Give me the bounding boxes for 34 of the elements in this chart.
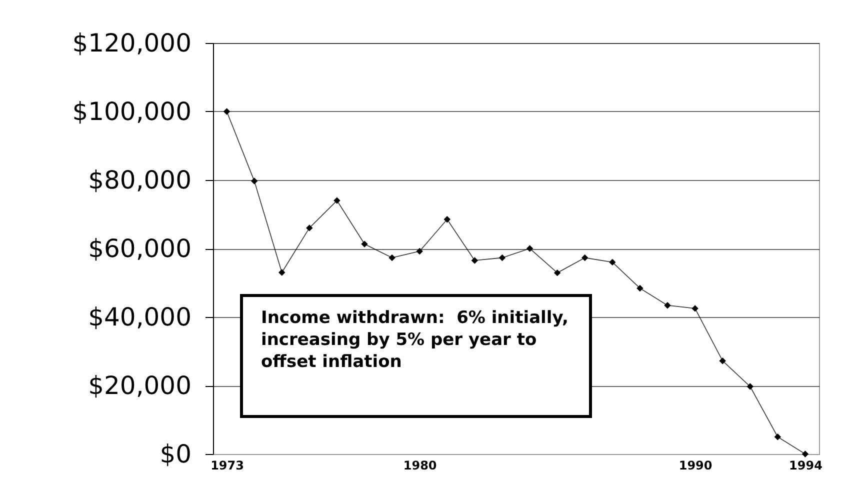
point — [416, 248, 423, 255]
point — [664, 302, 671, 309]
y-tick-label: $40,000 — [88, 302, 192, 332]
point — [306, 224, 313, 232]
y-tick-label: $100,000 — [72, 97, 192, 126]
point — [526, 245, 534, 252]
y-tick-label: $0 — [160, 440, 192, 468]
point — [223, 108, 230, 115]
point — [471, 257, 478, 264]
y-tick-label: $60,000 — [88, 234, 192, 263]
point — [802, 450, 809, 458]
y-tick-label: $120,000 — [72, 28, 192, 58]
point — [609, 258, 616, 266]
point — [719, 357, 726, 364]
point — [774, 434, 782, 440]
point — [250, 178, 258, 184]
x-tick-label: 1990 — [678, 458, 712, 472]
point — [692, 305, 698, 312]
note-box: Income withdrawn: 6% initially, increasing by 5% per year to offset inflation — [240, 294, 592, 418]
x-tick-label: 1973 — [210, 458, 244, 472]
point — [582, 254, 588, 262]
point — [554, 269, 561, 276]
y-tick-label: $80,000 — [88, 166, 192, 194]
point — [361, 240, 368, 248]
point — [746, 383, 754, 390]
point — [444, 216, 450, 223]
x-tick-label: 1994 — [789, 458, 822, 472]
y-tick-label: $20,000 — [88, 371, 192, 400]
x-tick-label: 1980 — [403, 458, 437, 472]
point — [334, 197, 340, 204]
point — [498, 254, 506, 262]
point — [388, 254, 396, 262]
point — [278, 269, 286, 276]
point — [636, 284, 644, 292]
